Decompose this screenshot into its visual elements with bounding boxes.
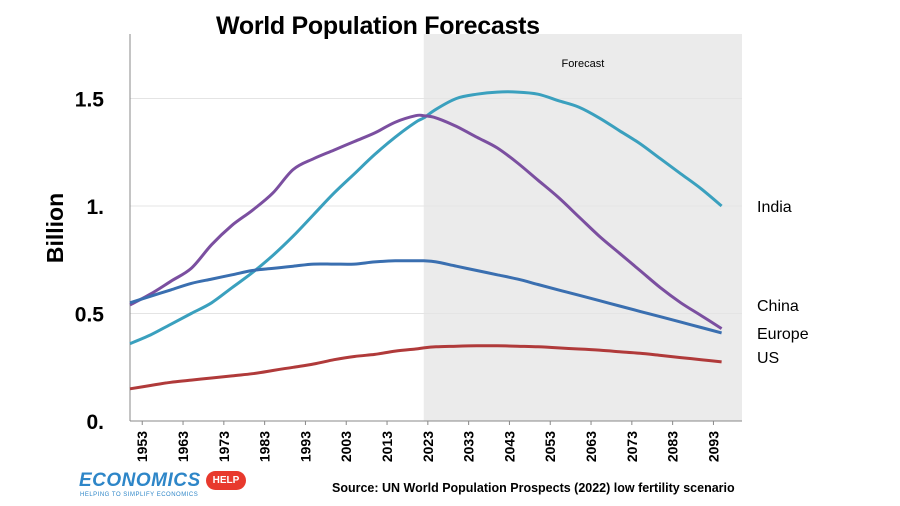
x-tick-label: 2063 bbox=[583, 431, 599, 462]
x-tick-label: 2083 bbox=[665, 431, 681, 462]
x-tick-label: 2013 bbox=[379, 431, 395, 462]
series-line-china bbox=[129, 113, 723, 330]
economics-help-logo: ECONOMICS HELP HELPING TO SIMPLIFY ECONO… bbox=[79, 470, 249, 502]
y-tick-label: 0. bbox=[86, 411, 104, 434]
y-tick-label: 1.5 bbox=[75, 89, 105, 112]
x-tick-label: 1953 bbox=[134, 431, 150, 462]
logo-badge: HELP bbox=[206, 471, 246, 490]
forecast-region bbox=[423, 34, 742, 421]
x-tick-label: 1973 bbox=[216, 431, 232, 462]
x-tick-label: 2043 bbox=[501, 431, 517, 462]
series-line-us bbox=[129, 344, 722, 391]
y-tick-label: 1. bbox=[86, 196, 104, 219]
logo-tagline: HELPING TO SIMPLIFY ECONOMICS bbox=[80, 492, 199, 498]
series-label-china: China bbox=[757, 298, 799, 315]
forecast-label: Forecast bbox=[561, 58, 604, 70]
y-tick-label: 0.5 bbox=[75, 304, 105, 327]
x-tick-label: 2093 bbox=[705, 431, 721, 462]
series-label-europe: Europe bbox=[757, 326, 809, 343]
x-tick-label: 2033 bbox=[461, 431, 477, 462]
x-tick-label: 2003 bbox=[338, 431, 354, 462]
series-line-europe bbox=[129, 259, 722, 335]
x-tick-label: 1983 bbox=[257, 431, 273, 462]
source-note: Source: UN World Population Prospects (2… bbox=[332, 481, 735, 495]
x-tick-label: 2053 bbox=[542, 431, 558, 462]
x-tick-label: 1963 bbox=[175, 431, 191, 462]
series-label-india: India bbox=[757, 199, 792, 216]
logo-word: ECONOMICS bbox=[79, 470, 201, 491]
x-tick-label: 1993 bbox=[297, 431, 313, 462]
y-axis-label: Billion bbox=[42, 193, 68, 263]
x-tick-label: 2023 bbox=[420, 431, 436, 462]
series-label-us: US bbox=[757, 350, 779, 367]
series-line-india bbox=[129, 90, 723, 345]
x-tick-label: 2073 bbox=[624, 431, 640, 462]
